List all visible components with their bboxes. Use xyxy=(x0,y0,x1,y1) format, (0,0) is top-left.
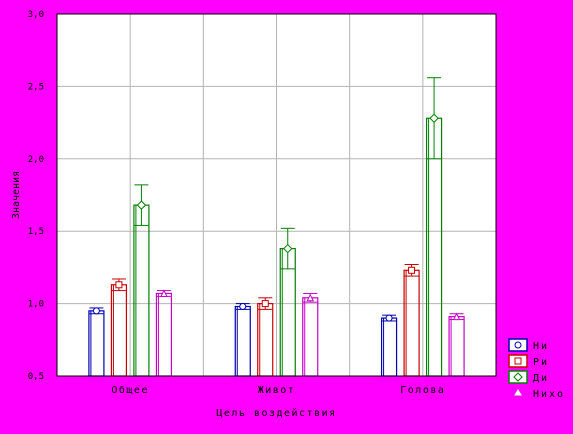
legend-label: Ни xyxy=(533,341,549,352)
y-tick-labels: 3,0 2,5 2,0 1,5 1,0 0,5 xyxy=(28,10,44,382)
legend-label: Ди xyxy=(533,373,549,384)
bar-value-marker xyxy=(408,266,416,274)
bar-value-marker xyxy=(452,312,461,321)
legend-marker xyxy=(514,341,522,349)
legend-marker xyxy=(514,357,522,365)
legend-label: Ри xyxy=(533,357,549,368)
bars-layer xyxy=(88,77,465,377)
bar-value-marker xyxy=(261,300,269,308)
legend-item: Ди xyxy=(508,370,549,384)
bar-value-marker xyxy=(385,314,393,322)
legend: Ни Ри Ди Нихо xyxy=(508,338,565,400)
bar-value-marker xyxy=(92,307,100,315)
legend-item: Ри xyxy=(508,354,549,368)
y-tick-label: 2,0 xyxy=(28,155,44,165)
bar-value-marker xyxy=(115,281,123,289)
y-tick-label: 2,5 xyxy=(28,82,44,92)
plot-border xyxy=(56,13,497,377)
x-tick-label: Живот xyxy=(258,385,296,396)
bar-value-marker xyxy=(306,293,315,302)
x-tick-label: Общее xyxy=(111,384,149,396)
grid-layer xyxy=(57,14,496,376)
x-axis-label: Цель воздействия xyxy=(216,407,336,419)
legend-label: Нихо xyxy=(533,389,565,400)
bar-value-marker xyxy=(160,289,168,297)
y-tick-label: 0,5 xyxy=(28,372,44,382)
legend-item: Нихо xyxy=(514,389,565,400)
y-tick-label: 3,0 xyxy=(28,10,44,20)
legend-item: Ни xyxy=(508,338,549,352)
y-tick-label: 1,5 xyxy=(28,227,44,237)
legend-marker xyxy=(514,389,522,396)
bar-value-marker xyxy=(429,113,439,123)
y-tick-label: 1,0 xyxy=(28,300,44,310)
series-1 xyxy=(88,302,398,377)
x-tick-labels: Общее Живот Голова xyxy=(111,384,445,396)
y-axis-label: Значения xyxy=(11,171,22,219)
bar-value-marker xyxy=(283,243,293,254)
bar-value-marker xyxy=(239,302,247,310)
bar-value-marker xyxy=(136,200,147,210)
legend-marker xyxy=(513,372,523,382)
x-tick-label: Голова xyxy=(400,385,445,396)
